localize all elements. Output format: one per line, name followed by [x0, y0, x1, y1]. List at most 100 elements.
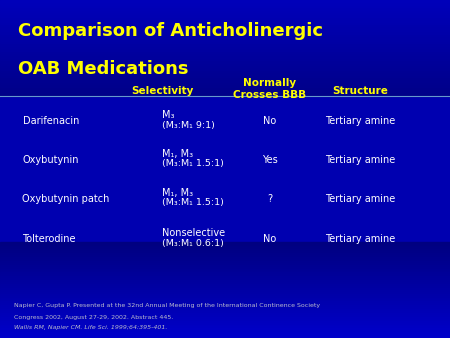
Bar	[0, 269, 450, 270]
Bar	[0, 315, 450, 317]
Bar	[0, 39, 450, 41]
Text: (M₃:M₁ 1.5:1): (M₃:M₁ 1.5:1)	[162, 160, 224, 168]
Bar	[0, 294, 450, 296]
Text: Tertiary amine: Tertiary amine	[325, 194, 395, 204]
Bar	[0, 72, 450, 75]
Bar	[0, 322, 450, 324]
Bar	[0, 34, 450, 36]
Text: Crosses BBB: Crosses BBB	[234, 90, 306, 100]
Bar	[0, 282, 450, 284]
Bar	[0, 89, 450, 92]
Bar	[0, 280, 450, 282]
Text: Napier C, Gupta P. Presented at the 32nd Annual Meeting of the International Con: Napier C, Gupta P. Presented at the 32nd…	[14, 304, 320, 308]
Bar	[0, 270, 450, 272]
Bar	[0, 65, 450, 68]
Bar	[0, 82, 450, 84]
Bar	[0, 5, 450, 7]
Bar	[0, 7, 450, 9]
Bar	[0, 286, 450, 288]
Bar	[0, 63, 450, 65]
Bar	[0, 53, 450, 55]
Bar	[0, 51, 450, 53]
Bar	[0, 79, 450, 82]
Text: Structure: Structure	[332, 86, 388, 96]
Bar	[0, 29, 450, 31]
Bar	[0, 244, 450, 245]
Bar	[0, 253, 450, 255]
Bar	[0, 31, 450, 34]
Bar	[0, 317, 450, 319]
Bar	[0, 87, 450, 89]
Text: Selectivity: Selectivity	[131, 86, 193, 96]
Bar	[0, 9, 450, 12]
Bar	[0, 309, 450, 311]
Text: Oxybutynin patch: Oxybutynin patch	[22, 194, 110, 204]
Bar	[0, 55, 450, 58]
Bar	[0, 70, 450, 72]
Bar	[0, 330, 450, 332]
Bar	[0, 77, 450, 79]
FancyBboxPatch shape	[0, 0, 450, 96]
Bar	[0, 36, 450, 39]
Bar	[0, 278, 450, 280]
Text: OAB Medications: OAB Medications	[18, 61, 189, 78]
Bar	[0, 251, 450, 253]
Text: Darifenacin: Darifenacin	[22, 116, 79, 126]
Bar	[0, 19, 450, 22]
Bar	[0, 24, 450, 26]
Bar	[0, 272, 450, 274]
Bar	[0, 48, 450, 51]
Bar	[0, 284, 450, 286]
Text: ?: ?	[267, 194, 273, 204]
Bar	[0, 299, 450, 301]
Bar	[0, 329, 450, 330]
Text: Tertiary amine: Tertiary amine	[325, 234, 395, 244]
Bar	[0, 311, 450, 313]
Bar	[0, 58, 450, 60]
Bar	[0, 265, 450, 267]
Bar	[0, 307, 450, 309]
Text: M₁, M₃: M₁, M₃	[162, 188, 193, 198]
Bar	[0, 259, 450, 261]
Bar	[0, 327, 450, 329]
Bar	[0, 313, 450, 315]
Bar	[0, 319, 450, 321]
Bar	[0, 274, 450, 276]
Text: Wallis RM, Napier CM. Life Sci. 1999;64:395-401.: Wallis RM, Napier CM. Life Sci. 1999;64:…	[14, 325, 167, 330]
Bar	[0, 60, 450, 63]
Bar	[0, 321, 450, 322]
Bar	[0, 84, 450, 87]
Bar	[0, 249, 450, 251]
Bar	[0, 255, 450, 257]
Bar	[0, 257, 450, 259]
Text: Tolterodine: Tolterodine	[22, 234, 76, 244]
Bar	[0, 292, 450, 294]
Text: M₃: M₃	[162, 110, 175, 120]
Text: Congress 2002, August 27-29, 2002. Abstract 445.: Congress 2002, August 27-29, 2002. Abstr…	[14, 315, 173, 319]
Bar	[0, 288, 450, 290]
Text: Comparison of Anticholinergic: Comparison of Anticholinergic	[18, 22, 323, 40]
Bar	[0, 301, 450, 303]
Text: (M₃:M₁ 1.5:1): (M₃:M₁ 1.5:1)	[162, 198, 224, 207]
Bar	[0, 263, 450, 265]
Text: No: No	[263, 116, 277, 126]
Bar	[0, 336, 450, 338]
Bar	[0, 68, 450, 70]
Bar	[0, 94, 450, 96]
Text: Tertiary amine: Tertiary amine	[325, 155, 395, 165]
Text: Oxybutynin: Oxybutynin	[22, 155, 79, 165]
Text: M₁, M₃: M₁, M₃	[162, 149, 193, 159]
Bar	[0, 26, 450, 29]
Bar	[0, 22, 450, 24]
Text: Normally: Normally	[243, 78, 297, 88]
Text: (M₃:M₁ 9:1): (M₃:M₁ 9:1)	[162, 121, 215, 129]
Bar	[0, 332, 450, 334]
Bar	[0, 75, 450, 77]
Bar	[0, 267, 450, 269]
Bar	[0, 12, 450, 15]
Bar	[0, 245, 450, 247]
Bar	[0, 92, 450, 94]
Bar	[0, 261, 450, 263]
Text: No: No	[263, 234, 277, 244]
Bar	[0, 17, 450, 19]
